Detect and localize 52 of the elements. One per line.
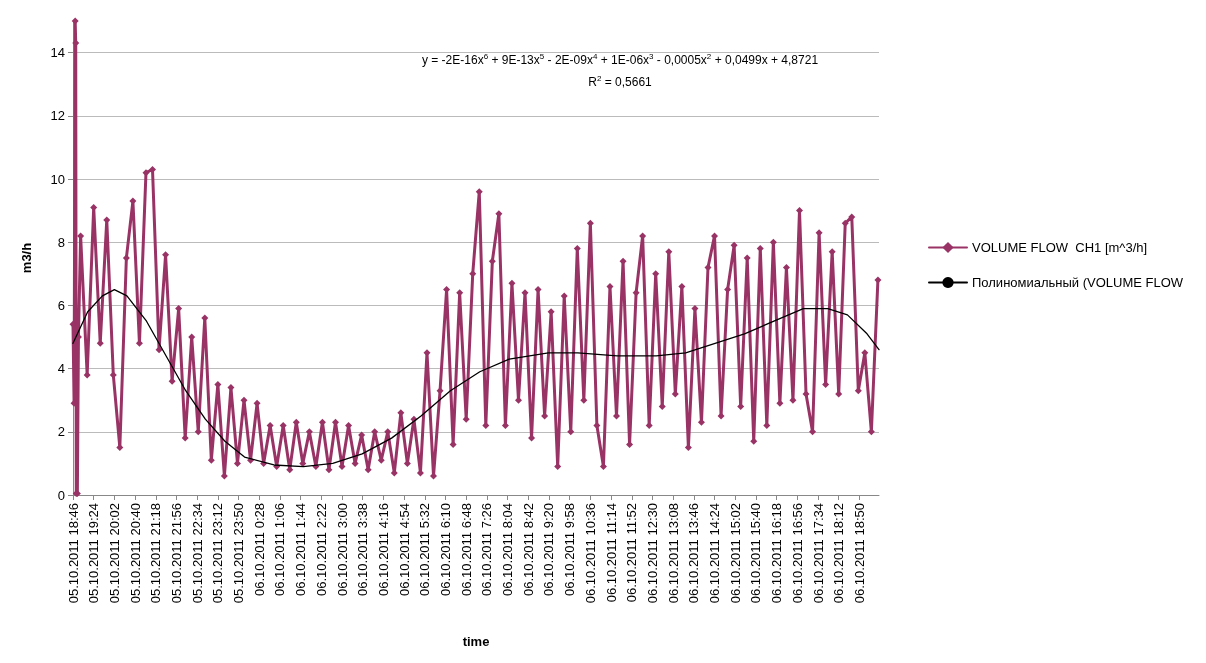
x-tick-label: 06.10.2011 2:22	[313, 503, 329, 597]
x-tick-label: 05.10.2011 23:12	[210, 503, 226, 604]
x-tick-label: 05.10.2011 20:40	[127, 503, 143, 604]
x-tick-label: 06.10.2011 13:08	[665, 503, 681, 604]
x-tick-label: 06.10.2011 12:30	[644, 503, 660, 604]
x-tick-label: 05.10.2011 21:56	[168, 503, 184, 604]
y-tick-label: 14	[50, 45, 65, 61]
x-tick-label: 06.10.2011 11:52	[624, 503, 640, 603]
x-tick-label: 06.10.2011 8:42	[520, 503, 536, 597]
y-tick-label: 8	[57, 234, 65, 250]
x-tick-label: 05.10.2011 22:34	[189, 503, 205, 604]
x-tick-label: 06.10.2011 7:26	[479, 503, 495, 597]
x-tick-label: 05.10.2011 19:24	[86, 503, 102, 604]
x-tick-label: 06.10.2011 6:48	[458, 503, 474, 597]
x-tick-label: 06.10.2011 17:34	[810, 503, 826, 604]
x-tick-label: 06.10.2011 15:40	[748, 503, 764, 604]
x-tick-label: 05.10.2011 23:50	[231, 503, 247, 604]
x-tick-label: 06.10.2011 4:16	[375, 503, 391, 597]
x-tick-label: 05.10.2011 20:02	[106, 503, 122, 604]
x-tick-label: 06.10.2011 3:00	[334, 503, 350, 597]
legend-label: Полиномиальный (VOLUME FLOW	[972, 275, 1184, 290]
x-tick-label: 05.10.2011 21:18	[148, 503, 164, 604]
x-tick-label: 06.10.2011 16:18	[769, 503, 785, 604]
x-tick-label: 06.10.2011 13:46	[686, 503, 702, 604]
x-tick-label: 06.10.2011 8:04	[500, 503, 516, 597]
x-tick-label: 06.10.2011 6:10	[438, 503, 453, 597]
x-tick-label: 06.10.2011 16:56	[789, 503, 805, 604]
x-tick-label: 06.10.2011 9:58	[562, 503, 578, 597]
y-tick-label: 4	[57, 361, 65, 377]
y-axis-title: m3/h	[19, 242, 34, 274]
x-tick-label: 06.10.2011 10:36	[582, 503, 598, 604]
x-axis-title: time	[462, 634, 490, 649]
legend-label: VOLUME FLOW CH1 [m^3/h]	[972, 240, 1148, 255]
y-tick-label: 10	[50, 171, 65, 187]
x-tick-label: 05.10.2011 18:46	[65, 503, 81, 604]
x-tick-label: 06.10.2011 3:38	[355, 503, 371, 597]
line-series	[72, 288, 880, 468]
y-tick-label: 2	[57, 424, 65, 440]
x-tick-label: 06.10.2011 9:20	[541, 503, 557, 597]
x-tick-label: 06.10.2011 0:28	[251, 503, 267, 597]
x-tick-label: 06.10.2011 1:06	[272, 503, 288, 597]
y-tick-label: 6	[57, 297, 65, 313]
y-tick-label: 12	[50, 108, 65, 124]
x-tick-label: 06.10.2011 18:12	[831, 503, 847, 604]
x-tick-label: 06.10.2011 18:50	[851, 503, 867, 604]
y-tick-label: 0	[57, 487, 65, 503]
x-tick-label: 06.10.2011 14:24	[707, 503, 723, 604]
x-tick-label: 06.10.2011 4:54	[396, 503, 412, 597]
x-tick-label: 06.10.2011 1:44	[293, 503, 309, 597]
x-tick-label: 06.10.2011 15:02	[727, 503, 743, 604]
x-tick-label: 06.10.2011 11:14	[603, 503, 619, 603]
x-tick-label: 06.10.2011 5:32	[417, 503, 433, 597]
